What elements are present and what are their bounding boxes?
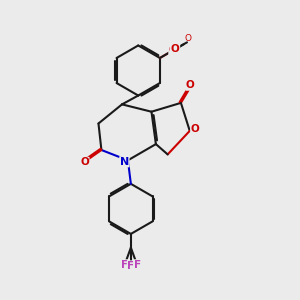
Text: N: N (120, 157, 129, 167)
Text: O: O (169, 46, 177, 56)
Text: F: F (121, 260, 128, 270)
Text: O: O (185, 34, 192, 43)
Text: F: F (134, 260, 141, 270)
Text: O: O (171, 44, 179, 54)
Text: F: F (127, 261, 134, 271)
Text: O: O (186, 80, 195, 90)
Text: O: O (191, 124, 200, 134)
Text: O: O (80, 158, 89, 167)
